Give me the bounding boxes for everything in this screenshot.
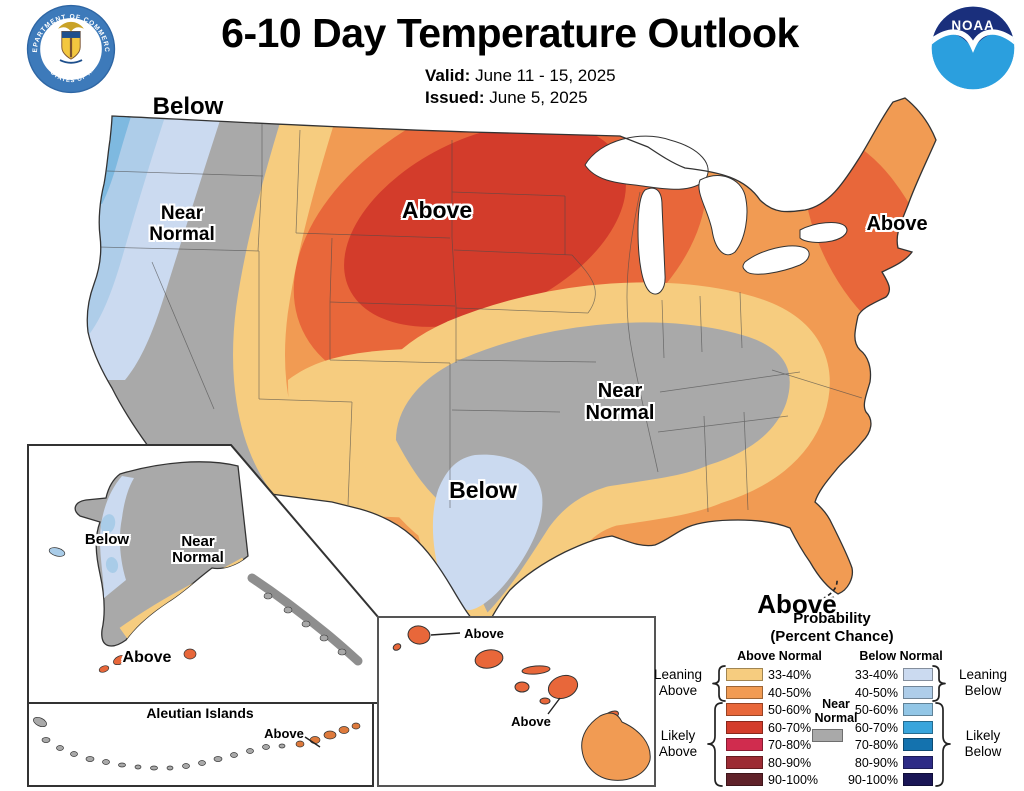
hawaii-islands-50-60 — [392, 625, 619, 722]
brace-likely-above — [707, 702, 723, 787]
lake-erie — [742, 245, 810, 275]
legend-swatch-below-33-40 — [903, 668, 933, 681]
issued-line: Issued: June 5, 2025 — [425, 88, 588, 108]
region-below-33-40-texas — [432, 454, 543, 610]
legend-range-above-3: 60-70% — [768, 720, 812, 735]
legend-range-above-1: 40-50% — [768, 685, 812, 700]
great-lakes — [584, 135, 848, 295]
label-west-near-normal: Near Normal — [149, 203, 215, 245]
legend-range-below-0: 33-40% — [854, 668, 898, 682]
brace-likely-below — [935, 702, 951, 787]
brace-leaning-above — [712, 665, 726, 702]
valid-label: Valid: — [425, 66, 471, 85]
legend-range-above-5: 80-90% — [768, 755, 812, 770]
aleutian-inset — [33, 716, 361, 771]
alaska-panhandle-islands — [263, 592, 347, 656]
label-alaska-below: Below — [84, 531, 130, 548]
issued-label: Issued: — [425, 88, 485, 107]
hawaii-big-island-40-50 — [581, 712, 651, 781]
legend-range-above-6: 90-100% — [768, 773, 819, 787]
label-pacific-nw-below: Below — [152, 93, 224, 120]
florida-above-pointer-line — [821, 577, 838, 600]
hawaii-maui-pointer-line — [547, 697, 561, 715]
region-above-60-70-core — [344, 123, 626, 327]
legend-subtitle: (Percent Chance) — [770, 628, 894, 645]
label-midsouth-near-normal: Near Normal — [585, 380, 655, 424]
legend-range-below-1: 40-50% — [854, 685, 898, 700]
issued-value: June 5, 2025 — [489, 88, 588, 107]
lake-michigan — [637, 187, 666, 295]
alaska-below-40-50-spot — [100, 514, 116, 534]
legend-swatch-above-50-60 — [726, 703, 763, 716]
florida-keys — [807, 596, 835, 608]
legend-swatch-below-70-80 — [903, 738, 933, 751]
seagull-icon — [931, 29, 1015, 53]
legend-range-above-4: 70-80% — [768, 738, 812, 752]
legend-range-below-4: 70-80% — [854, 738, 898, 752]
label-northeast-above: Above — [866, 213, 928, 235]
alaska-below-40-50-spot — [105, 557, 119, 573]
legend-swatch-below-50-60 — [903, 703, 933, 716]
legend-swatch-near-normal — [812, 729, 843, 742]
legend-near-normal-label: Near Normal — [814, 697, 858, 726]
aleutian-inset-title: Aleutian Islands — [146, 705, 254, 721]
brace-leaning-below — [932, 665, 946, 702]
legend-above-normal-header: Above Normal — [737, 649, 822, 663]
region-near-normal-southeast — [355, 282, 830, 632]
alaska-peninsula-islands — [98, 648, 197, 673]
legend-swatch-above-60-70 — [726, 720, 763, 734]
legend-swatch-above-40-50 — [726, 685, 763, 699]
legend-leaning-below-label: Leaning Below — [958, 667, 1008, 699]
legend-range-below-6: 90-100% — [847, 773, 898, 787]
page-title: 6-10 Day Temperature Outlook — [221, 10, 799, 56]
legend-range-below-3: 60-70% — [854, 720, 898, 735]
legend-below-normal-header: Below Normal — [859, 649, 943, 663]
legend-likely-below-label: Likely Below — [964, 728, 1002, 760]
label-hawaii-maui-above: Above — [511, 714, 551, 729]
legend-swatch-below-90-100 — [903, 773, 933, 786]
label-alaska-near-normal: Near Normal — [172, 533, 224, 567]
legend-swatch-above-80-90 — [726, 755, 763, 769]
lake-ontario — [799, 222, 848, 243]
legend-title: Probability — [793, 610, 871, 627]
noaa-sky-shape — [931, 6, 1015, 47]
legend-leaning-above-label: Leaning Above — [653, 667, 703, 699]
hawaii-inset — [392, 625, 651, 781]
hawaii-kauai-pointer-line — [430, 632, 461, 636]
legend-swatch-above-70-80 — [726, 738, 763, 751]
legend-swatch-below-80-90 — [903, 755, 933, 769]
legend-braces — [707, 665, 951, 787]
label-alaska-above: Above — [122, 649, 172, 666]
alaska-island — [48, 547, 66, 557]
label-texas-below: Below — [449, 477, 517, 503]
legend-range-below-5: 80-90% — [854, 755, 898, 770]
legend-likely-above-label: Likely Above — [658, 728, 698, 760]
valid-value: June 11 - 15, 2025 — [475, 66, 616, 85]
aleutian-above-pointer-line — [304, 736, 321, 748]
commerce-seal-logo: DEPARTMENT OF COMMERCE UNITED STATES OF … — [25, 3, 116, 94]
label-plains-above: Above — [401, 197, 473, 223]
legend-swatch-above-33-40 — [726, 668, 763, 681]
legend-range-above-2: 50-60% — [768, 703, 812, 717]
legend-swatch-below-40-50 — [903, 685, 933, 699]
aleutian-islands-gray — [41, 737, 286, 771]
noaa-logo-text: NOAA — [951, 18, 994, 33]
alaska-panhandle — [247, 573, 363, 666]
lake-huron — [698, 175, 748, 256]
legend-swatch-above-90-100 — [726, 773, 763, 786]
label-florida-above: Above — [757, 589, 837, 619]
label-hawaii-kauai-above: Above — [464, 626, 504, 641]
noaa-logo: NOAA — [931, 6, 1015, 90]
state-borders — [96, 122, 863, 513]
region-below-40-50-westcoast — [87, 98, 178, 336]
legend-swatch-below-60-70 — [903, 720, 933, 734]
legend-range-below-2: 50-60% — [854, 703, 898, 717]
label-aleutian-above: Above — [264, 726, 304, 741]
valid-line: Valid: June 11 - 15, 2025 — [425, 66, 616, 86]
eagle-icon — [58, 21, 84, 32]
legend-range-above-0: 33-40% — [768, 668, 812, 682]
